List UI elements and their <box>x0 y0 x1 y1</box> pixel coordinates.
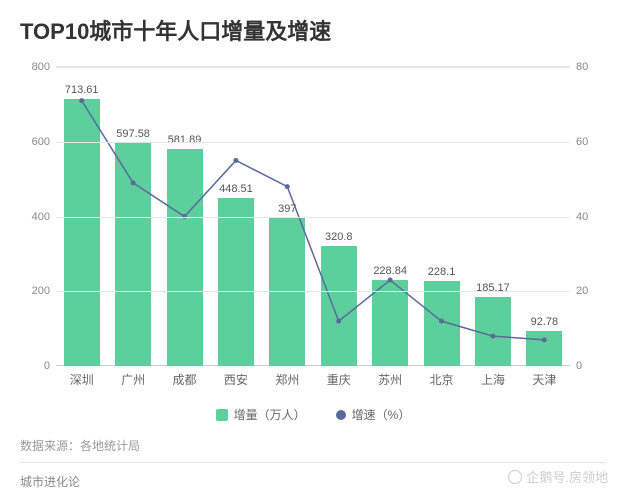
bar-value-label: 185.17 <box>476 282 510 297</box>
y-right-tick: 20 <box>576 285 606 297</box>
legend-bar-swatch <box>216 409 228 421</box>
legend-line: 增速（%） <box>336 406 411 423</box>
bar <box>167 149 203 366</box>
bar <box>475 297 511 366</box>
bar-value-label: 448.51 <box>219 183 253 198</box>
bar <box>218 198 254 366</box>
bar <box>526 331 562 366</box>
y-left-tick: 600 <box>20 136 50 148</box>
legend-bar: 增量（万人） <box>216 406 306 423</box>
category-label: 上海 <box>481 371 505 388</box>
bar <box>115 143 151 366</box>
bar <box>372 280 408 366</box>
chart-title: TOP10城市十年人口增量及增速 <box>20 14 606 46</box>
grid-line <box>56 142 570 143</box>
y-left-tick: 400 <box>20 211 50 223</box>
category-label: 天津 <box>532 371 556 388</box>
grid-line <box>56 291 570 292</box>
source-text: 数据来源：各地统计局 <box>20 437 606 463</box>
category-label: 郑州 <box>275 371 299 388</box>
bar <box>321 246 357 366</box>
y-right-tick: 0 <box>576 360 606 372</box>
y-right-tick: 40 <box>576 211 606 223</box>
category-label: 西安 <box>224 371 248 388</box>
bar-value-label: 397 <box>278 203 296 218</box>
bar-value-label: 597.58 <box>116 128 150 143</box>
chart-area: 713.61深圳597.58广州581.89成都448.51西安397郑州320… <box>20 56 606 396</box>
bar-value-label: 92.78 <box>531 316 559 331</box>
y-right-tick: 80 <box>576 61 606 73</box>
penguin-icon <box>508 470 522 484</box>
y-right-tick: 60 <box>576 136 606 148</box>
bar-value-label: 228.1 <box>428 266 456 281</box>
y-left-tick: 200 <box>20 285 50 297</box>
category-label: 苏州 <box>378 371 402 388</box>
bar-value-label: 320.8 <box>325 231 353 246</box>
bar-value-label: 713.61 <box>65 84 99 99</box>
grid-line <box>56 67 570 68</box>
legend-bar-label: 增量（万人） <box>234 406 306 423</box>
category-label: 深圳 <box>70 371 94 388</box>
category-label: 重庆 <box>327 371 351 388</box>
y-left-tick: 800 <box>20 61 50 73</box>
grid-line <box>56 217 570 218</box>
category-label: 成都 <box>173 371 197 388</box>
legend-line-swatch <box>336 410 346 420</box>
legend-line-label: 增速（%） <box>352 406 411 423</box>
watermark: 企鹅号.房领地 <box>508 467 608 486</box>
category-label: 广州 <box>121 371 145 388</box>
bar <box>424 281 460 366</box>
bar <box>64 99 100 366</box>
y-left-tick: 0 <box>20 360 50 372</box>
legend: 增量（万人） 增速（%） <box>20 406 606 423</box>
watermark-text: 企鹅号.房领地 <box>526 467 608 486</box>
category-label: 北京 <box>430 371 454 388</box>
bar-value-label: 228.84 <box>373 265 407 280</box>
